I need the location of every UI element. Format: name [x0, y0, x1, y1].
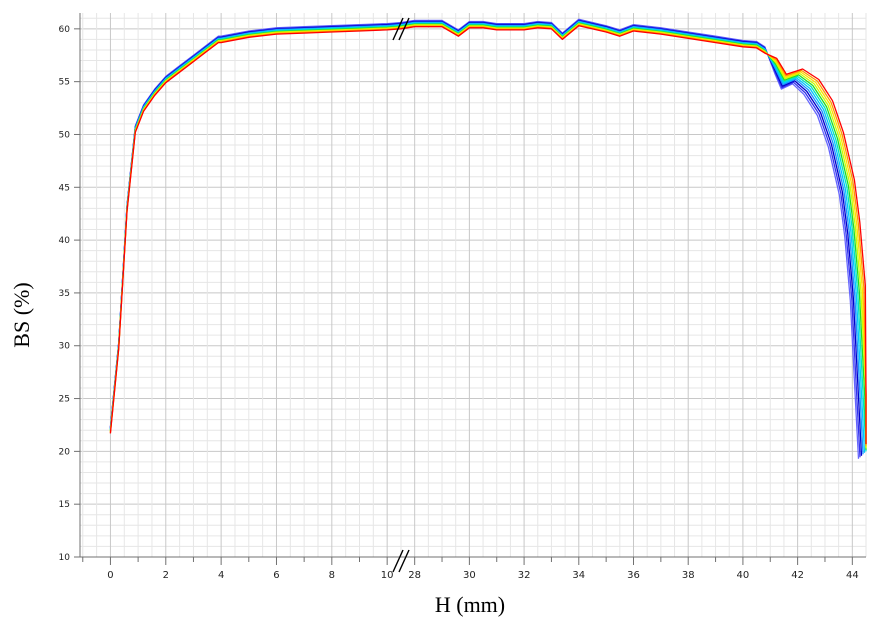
x-tick-label: 36: [627, 570, 640, 581]
series-line: [109, 22, 867, 450]
series-line: [109, 20, 864, 455]
x-tick-label: 6: [273, 570, 279, 581]
x-tick-label: 34: [572, 570, 585, 581]
y-tick-label: 15: [59, 500, 70, 510]
x-tick-label: 30: [463, 570, 476, 581]
series-line: [109, 18, 860, 459]
axis-break-mark: [398, 549, 410, 573]
series-line: [109, 21, 867, 452]
y-tick-label: 35: [59, 289, 70, 299]
series-line: [109, 19, 861, 458]
x-tick-label: 44: [846, 570, 859, 581]
y-tick-label: 25: [59, 395, 70, 405]
x-axis-label: H (mm): [434, 592, 506, 617]
grid: [80, 13, 867, 558]
x-tick-label: 10: [381, 570, 394, 581]
x-tick-label: 0: [107, 570, 113, 581]
x-axis: 0 2 4 6 8 10 28 30 32 34 36 38 40 42 44: [82, 557, 859, 581]
axis-break-mark: [392, 549, 404, 573]
x-tick-label: 32: [518, 570, 531, 581]
x-tick-label: 38: [682, 570, 695, 581]
x-tick-label: 28: [408, 570, 421, 581]
series-line: [109, 23, 867, 447]
x-tick-label: 2: [163, 570, 169, 581]
series-group: [109, 18, 867, 459]
y-tick-label: 50: [59, 130, 71, 140]
y-tick-label: 30: [59, 342, 71, 352]
series-line: [109, 25, 867, 444]
axis-break: [392, 17, 410, 573]
x-tick-label: 40: [737, 570, 750, 581]
x-tick-label: 8: [329, 570, 335, 581]
y-tick-label: 40: [59, 236, 71, 246]
y-tick-label: 55: [59, 78, 70, 88]
y-tick-label: 60: [59, 25, 71, 35]
axis-break-mark: [398, 17, 410, 41]
y-tick-label: 45: [59, 183, 70, 193]
series-line: [109, 24, 867, 446]
series-line: [109, 19, 863, 456]
y-tick-label: 20: [59, 447, 71, 457]
y-axis-label: BS (%): [9, 282, 34, 348]
axis-break-mark: [392, 17, 404, 41]
plot-frame: [79, 13, 866, 558]
x-tick-label: 42: [791, 570, 804, 581]
series-line: [109, 23, 867, 449]
y-axis: 10 15 20 25 30 35 40 45 50 55 60: [59, 25, 80, 563]
x-tick-label: 4: [218, 570, 224, 581]
y-tick-label: 10: [59, 553, 71, 563]
